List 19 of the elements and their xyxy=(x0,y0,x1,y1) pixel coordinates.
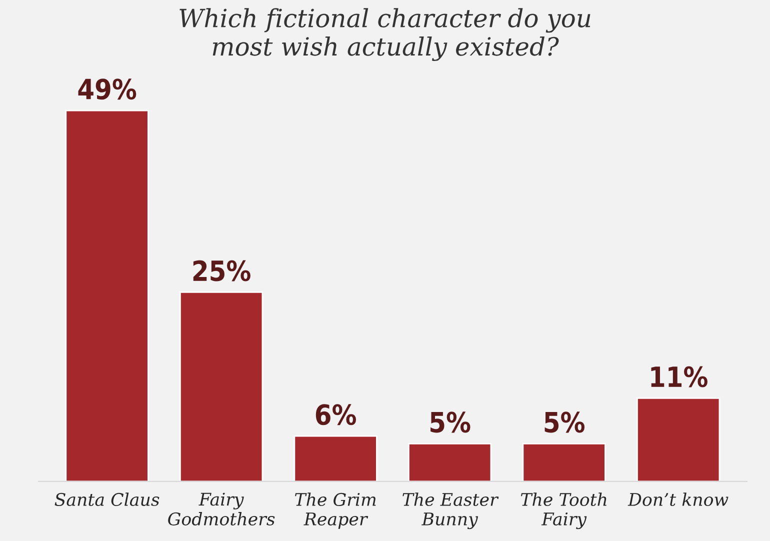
bar xyxy=(65,110,149,482)
bar xyxy=(522,442,606,482)
x-tick-label: Santa Claus xyxy=(54,492,160,506)
x-tick-label: Fairy Godmothers xyxy=(168,492,275,526)
x-tick-label: The Grim Reaper xyxy=(295,492,376,529)
x-tick-label: The Tooth Fairy xyxy=(520,492,606,530)
chart-title: Which fictional character do you most wish actually existed? xyxy=(180,8,590,62)
bar xyxy=(179,292,264,482)
bar xyxy=(408,442,492,482)
data-label: 5% xyxy=(544,412,585,433)
data-label: 25% xyxy=(193,260,250,282)
data-label: 49% xyxy=(78,78,136,100)
data-label: 5% xyxy=(430,412,470,433)
x-tick-label: The Easter Bunny xyxy=(402,492,499,530)
x-tick-label: Don’t know xyxy=(628,492,728,506)
data-label: 6% xyxy=(316,404,356,426)
bar xyxy=(294,435,378,482)
bar xyxy=(636,398,720,482)
data-label: 11% xyxy=(651,366,708,388)
